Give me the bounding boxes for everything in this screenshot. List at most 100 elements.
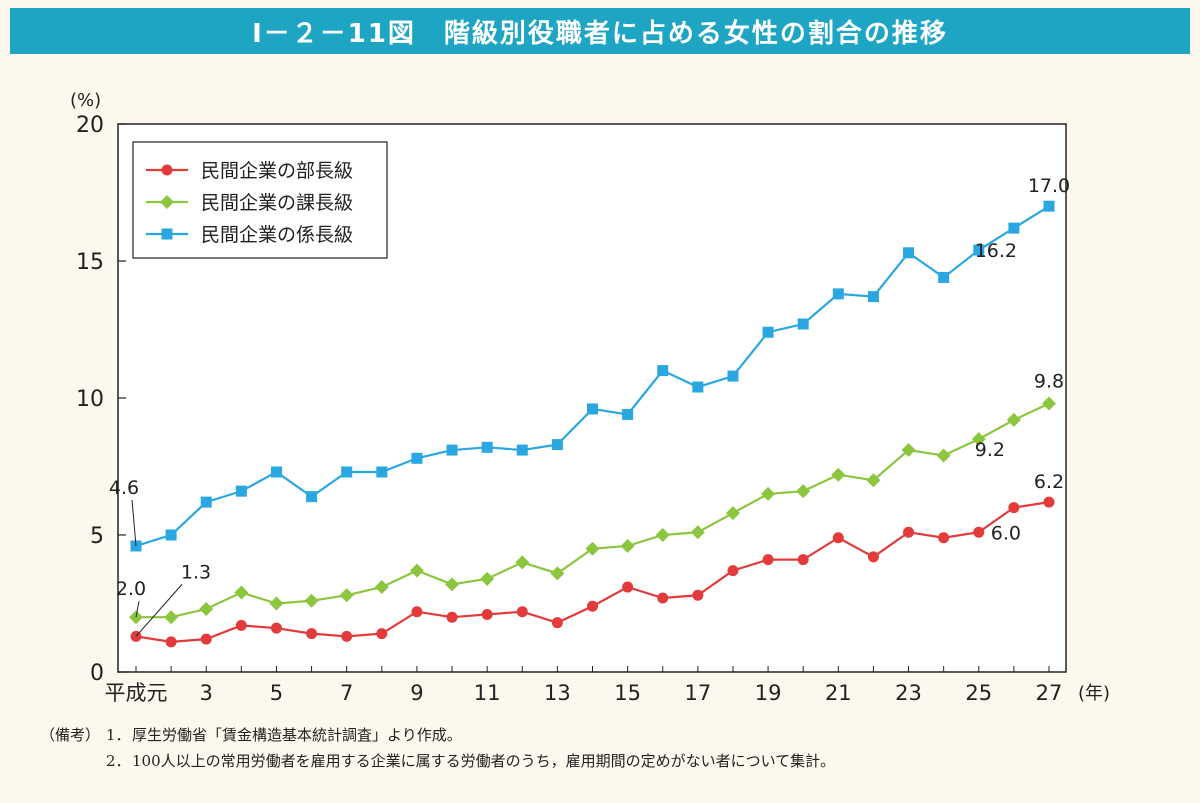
data-label: 1.3 [181, 561, 211, 583]
data-point [587, 403, 598, 415]
data-point [938, 532, 950, 544]
data-label: 6.0 [991, 523, 1021, 545]
legend-box [132, 141, 388, 259]
legend-label: 民間企業の課長級 [201, 192, 353, 214]
x-tick-label: 13 [544, 681, 571, 705]
notes-label: （備考） [40, 726, 101, 744]
note-number-2: 2． [106, 752, 131, 770]
x-tick-label: 25 [965, 681, 992, 705]
data-point [445, 577, 460, 592]
data-point [446, 611, 458, 623]
data-label: 9.8 [1034, 370, 1064, 392]
data-point [376, 466, 388, 478]
y-tick-label: 15 [76, 250, 104, 275]
data-point [903, 247, 915, 259]
data-label: 4.6 [109, 477, 139, 499]
data-point [867, 551, 879, 563]
legend-marker [160, 195, 174, 209]
data-point [655, 528, 670, 542]
data-point [409, 563, 424, 578]
data-point [200, 633, 212, 645]
data-point [306, 628, 318, 640]
data-point [481, 608, 493, 620]
data-point [341, 630, 353, 642]
data-point [480, 571, 495, 586]
x-tick-label: 17 [684, 681, 711, 705]
annotation-layer: 4.6 2.0 1.3 17.0 16.2 9.8 9.2 6.2 6.0 [109, 175, 1070, 637]
y-tick-label: 0 [90, 661, 104, 686]
note-number-1: 1． [106, 726, 131, 744]
data-point [306, 491, 318, 503]
data-point [341, 466, 353, 478]
data-point [866, 473, 881, 488]
data-point [270, 466, 282, 478]
data-point [374, 580, 389, 595]
note-row-1: （備考） 1．厚生労働省「賃金構造基本統計調査」より作成。 [40, 722, 1180, 748]
data-point [903, 526, 915, 538]
y-tick-label: 5 [90, 524, 104, 549]
data-point [867, 291, 879, 303]
data-point [1042, 396, 1056, 411]
data-point [725, 506, 740, 521]
data-point [165, 529, 177, 541]
data-point [622, 408, 634, 420]
data-point [235, 485, 247, 497]
data-point [657, 365, 669, 377]
data-label: 2.0 [116, 578, 146, 600]
data-label: 9.2 [975, 439, 1005, 461]
x-tick-label: 7 [340, 681, 353, 705]
data-point [304, 593, 319, 608]
legend-item-1: 民間企業の課長級 [146, 192, 353, 214]
data-point [938, 271, 950, 283]
annotation-leader [131, 499, 137, 547]
data-point [164, 610, 179, 625]
data-point [235, 619, 247, 631]
data-point [761, 486, 776, 501]
data-point [727, 370, 739, 382]
x-tick-label: 21 [825, 681, 852, 705]
x-tick-label: 15 [614, 681, 641, 705]
x-tick-label: 11 [474, 681, 501, 705]
y-tick-label: 10 [76, 387, 104, 412]
x-tick-label: 9 [410, 681, 423, 705]
data-point [270, 622, 282, 634]
data-point [587, 600, 598, 612]
x-axis-ticks: 平成元 3 5 7 9 11 13 15 17 19 21 23 25 27 [105, 666, 1063, 705]
y-tick-label: 20 [76, 113, 104, 138]
y-axis-label: (%) [70, 90, 101, 111]
data-point [971, 432, 986, 447]
data-point [831, 467, 846, 482]
data-point [411, 606, 423, 618]
data-point [973, 526, 985, 538]
data-point [551, 617, 563, 629]
note-text-2: 100人以上の常用労働者を雇用する企業に属する労働者のうち，雇用期間の定めがない… [132, 752, 836, 770]
x-tick-label: 3 [200, 681, 213, 705]
data-point [797, 318, 809, 330]
annotation-leader [135, 601, 140, 618]
data-point [551, 439, 563, 451]
data-point [620, 538, 635, 553]
data-point [832, 532, 844, 544]
data-point [446, 444, 458, 456]
series-2 [130, 200, 1055, 552]
legend-marker [161, 228, 173, 240]
legend-marker [161, 164, 173, 176]
data-point [376, 628, 388, 640]
data-point [585, 541, 600, 556]
data-point [727, 565, 739, 577]
data-point [1043, 200, 1055, 212]
x-tick-label: 平成元 [105, 681, 168, 705]
data-point [1008, 502, 1020, 514]
y-axis-ticks: 0 5 10 15 20 [76, 113, 126, 686]
x-tick-label: 27 [1036, 681, 1063, 705]
data-point [481, 441, 493, 453]
series-0 [130, 496, 1055, 648]
data-point [1008, 222, 1020, 234]
legend-label: 民間企業の部長級 [201, 160, 353, 182]
series-layer [129, 200, 1056, 648]
annotation-leader [135, 584, 183, 637]
data-point [1043, 496, 1055, 508]
legend-label: 民間企業の係長級 [201, 224, 353, 246]
